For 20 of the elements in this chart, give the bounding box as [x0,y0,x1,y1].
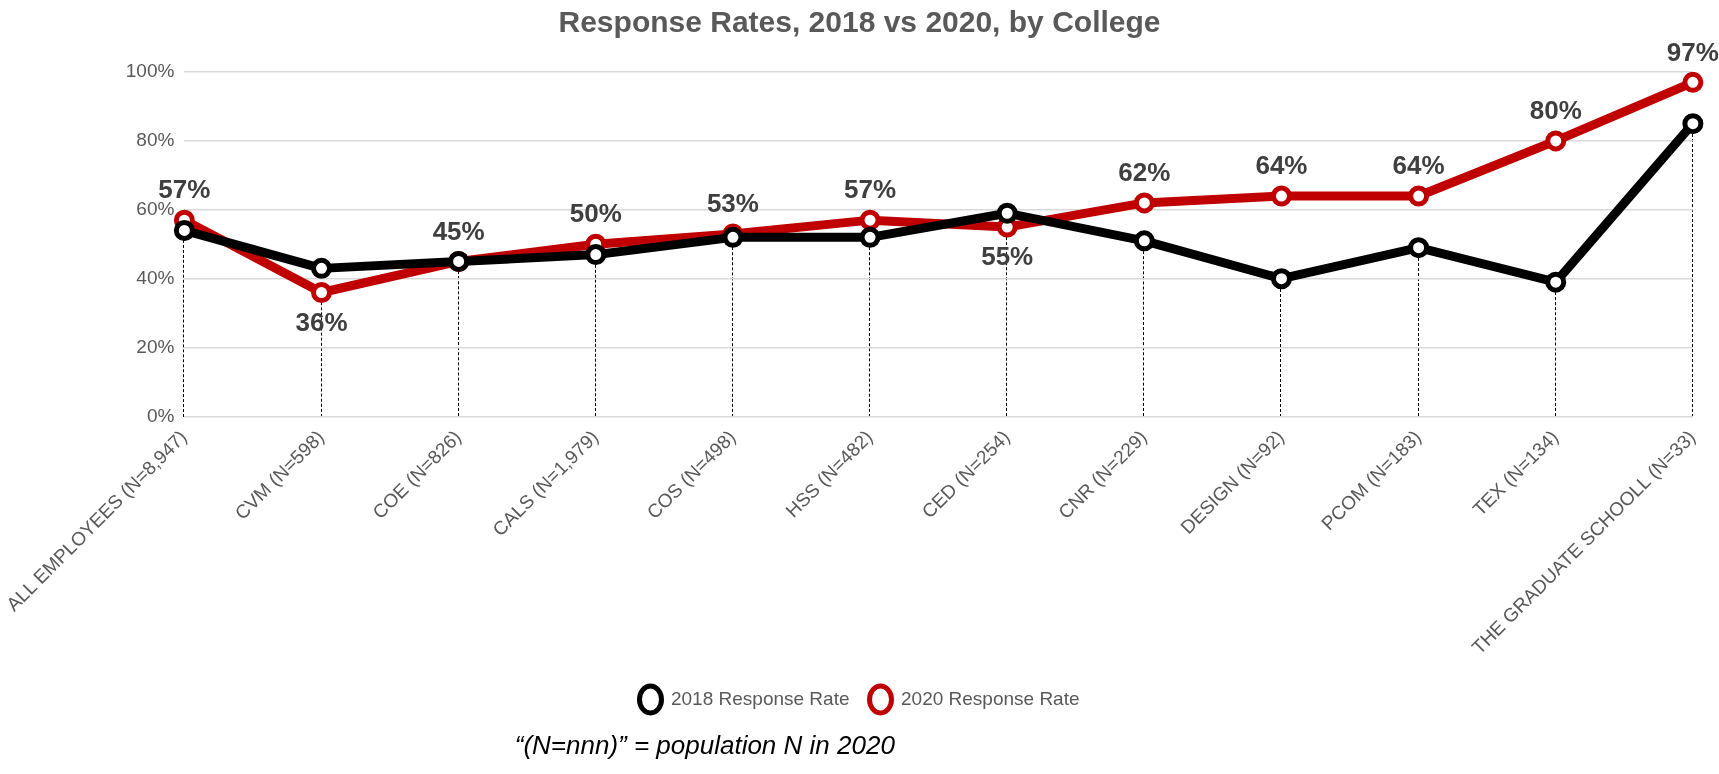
y-tick-label: 20% [136,335,175,357]
y-tick-label: 40% [136,266,175,288]
data-label: 53% [706,188,759,219]
legend-label: 2018 Response Rate [670,687,850,709]
data-label: 64% [1255,150,1308,181]
data-label: 64% [1392,150,1445,181]
y-tick-label: 80% [136,129,175,151]
legend-label: 2020 Response Rate [901,687,1080,709]
y-tick-label: 100% [125,60,175,82]
data-label: 57% [844,174,897,205]
data-label: 36% [295,306,348,337]
y-tick-label: 0% [146,404,175,426]
data-label: 50% [569,198,622,229]
data-label: 55% [981,241,1034,272]
chart-title: Response Rates, 2018 vs 2020, by College [558,5,1161,39]
data-label: 62% [1118,157,1171,188]
text: “(N=nnn)” = population N in 2020 [514,730,896,761]
data-label: 45% [432,215,485,246]
data-label: 80% [1529,95,1582,126]
data-label: 97% [1666,36,1719,67]
